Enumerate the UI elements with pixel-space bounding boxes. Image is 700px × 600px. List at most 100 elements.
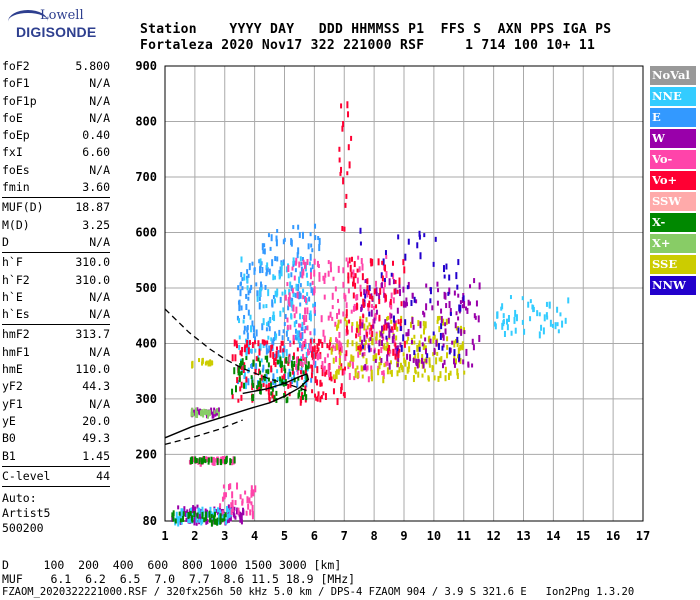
echo-point [352,281,355,287]
echo-point [389,370,392,375]
echo-point [283,322,286,327]
echo-point [281,340,284,346]
echo-point [454,322,457,329]
echo-point [351,340,354,347]
echo-point [291,266,294,271]
echo-point [310,377,313,383]
echo-point [224,492,227,498]
param-key: hmF2 [2,327,30,342]
echo-point [273,298,276,304]
param-row-fmin: fmin 3.60 [2,179,110,196]
legend-item-nnw: NNW [650,276,696,295]
echo-point [302,315,305,321]
echo-point [241,498,244,504]
echo-point [306,348,309,356]
echo-point [191,361,194,369]
echo-point [241,358,244,366]
echo-point [348,161,351,169]
echo-point [314,223,317,229]
echo-point [440,356,443,363]
echo-point [369,336,372,341]
echo-point [369,258,372,264]
echo-point [262,364,265,371]
echo-point [226,519,229,524]
echo-point [407,361,410,369]
echo-point [292,225,295,230]
echo-point [198,508,201,515]
echo-point [399,318,402,323]
echo-point [199,459,202,467]
echo-point [375,309,378,315]
echo-point [323,335,326,343]
echo-point [390,328,393,333]
echo-point [239,386,242,392]
echo-point [378,299,381,305]
echo-point [206,518,209,524]
echo-point [509,295,512,300]
echo-point [402,352,405,357]
echo-point [266,349,269,354]
echo-point [365,328,368,335]
echo-point [447,317,450,324]
echo-point [392,279,395,285]
echo-point [251,261,254,266]
echo-point [339,347,342,354]
echo-point [371,258,374,266]
echo-point [378,293,381,301]
echo-point [428,363,431,368]
echo-point [331,305,334,310]
echo-point [397,358,400,366]
logo-line1: Lowell [40,8,84,23]
echo-point [399,362,402,368]
echo-point [309,310,312,317]
echo-point [268,345,271,353]
echo-point [267,320,270,327]
echo-point [288,292,291,300]
echo-point [449,370,452,376]
echo-point [237,398,240,403]
echo-point [463,301,466,309]
echo-point [403,266,406,274]
echo-point [345,321,348,327]
echo-point [304,338,307,344]
echo-point [273,315,276,322]
echo-point [330,376,333,382]
echo-point [442,318,445,326]
echo-point [361,374,364,379]
echo-point [360,258,363,265]
echo-point [300,326,303,331]
param-key: B1 [2,448,16,463]
echo-point [282,239,285,245]
echo-point [321,341,324,348]
echo-point [437,375,440,382]
echo-point [428,357,431,362]
echo-point [306,280,309,286]
echo-point [285,266,288,273]
echo-point [345,309,348,317]
echo-point [342,121,345,128]
echo-point [242,507,245,513]
echo-point [346,340,349,348]
echo-point [293,377,296,383]
echo-point [403,340,406,348]
echo-point [381,275,384,282]
echo-point [471,338,474,345]
echo-point [318,354,321,360]
echo-point [332,276,335,281]
echo-point [378,314,381,321]
echo-point [561,320,564,328]
echo-point [404,374,407,380]
echo-point [523,328,526,335]
echo-point [254,348,257,353]
echo-point [190,507,193,512]
echo-point [455,311,458,316]
echo-point [303,340,306,347]
echo-point [304,364,307,371]
echo-point [258,289,261,297]
echo-point [340,363,343,369]
echo-point [195,519,198,526]
echo-point [340,345,343,353]
echo-point [274,331,277,339]
echo-point [257,357,260,362]
echo-point [363,323,366,331]
